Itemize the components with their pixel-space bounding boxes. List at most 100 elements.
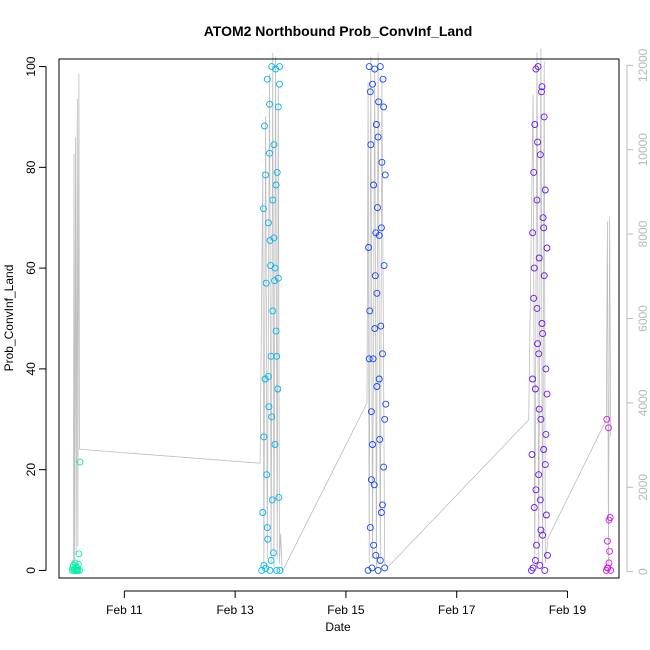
data-point [530,168,538,176]
data-point [539,214,547,222]
data-point [528,451,536,458]
data-point [371,65,379,73]
data-point [371,272,379,280]
data-point [543,244,551,252]
data-point [375,98,383,106]
data-point [541,186,549,194]
data-point [535,350,543,358]
data-point [538,83,546,91]
data-point [369,80,376,88]
data-point [261,122,268,130]
data-point [260,561,268,569]
data-point [264,372,272,380]
data-point [367,476,375,484]
y2-tick-label: 8000 [636,220,650,247]
data-point [275,493,283,501]
data-point [603,537,611,545]
data-point [531,556,539,564]
data-point [262,279,270,287]
data-point [539,330,547,338]
data-point [542,365,550,373]
data-point [370,181,378,189]
axes-layer: Feb 11 Feb 13 Feb 15 Feb 17 Feb 19 0 20 40 60 80 1… [24,48,650,616]
data-point [365,355,373,363]
data-point [376,556,384,564]
data-point [540,224,548,232]
data-point [534,63,542,71]
data-point [75,550,83,558]
data-point [374,566,382,574]
data-point [544,551,551,559]
data-point [274,274,282,282]
plot-frame [58,58,620,579]
data-point [534,340,542,348]
data-point [542,511,550,519]
data-point [606,547,614,555]
data-point [273,168,281,176]
data-point [263,524,271,532]
data-point [529,375,537,383]
data-point [371,325,379,333]
y2-tick-label: 6000 [636,305,650,332]
chart-title: ATOM2 Northbound Prob_ConvInf_Land [204,23,473,39]
data-point [378,158,386,166]
data-point [533,304,541,312]
y2-tick-label: 10000 [636,133,650,167]
data-point [538,320,546,327]
data-point [263,471,271,479]
data-point [377,322,385,330]
data-point [374,133,382,141]
points-layer [68,63,615,574]
data-point [530,504,538,511]
data-point [376,435,384,443]
data-point [269,307,277,315]
data-point [269,196,277,204]
y2-tick-label: 2000 [636,474,650,501]
data-point [366,307,374,315]
data-point [369,355,377,363]
data-point [380,463,388,471]
data-point [273,566,281,574]
grey-line-series [73,48,612,574]
data-point [372,551,380,559]
data-point [264,535,272,543]
y-tick-label: 60 [24,261,38,275]
data-point [270,141,278,149]
data-point [540,446,548,453]
data-point [535,405,543,413]
data-point [366,524,374,532]
data-point [379,501,386,509]
data-point [276,566,284,574]
data-point [537,526,545,534]
data-point [381,171,389,179]
data-point [542,430,550,438]
y2-tick-label: 12000 [636,48,650,82]
data-point [373,289,381,297]
data-point [268,496,276,504]
data-point [259,205,267,213]
data-point [365,63,373,71]
data-point [274,103,282,111]
data-point [267,556,275,564]
data-point [375,375,383,383]
data-point [536,496,544,504]
data-point [370,481,378,489]
data-point [530,264,538,272]
data-point [603,415,611,423]
data-point [265,403,273,411]
data-point [376,63,384,71]
line-layer [73,48,612,574]
data-point [606,514,614,521]
data-point [367,141,375,149]
data-point [533,196,541,204]
data-point [271,441,279,448]
data-point [369,441,376,448]
data-point [273,352,281,360]
data-point [367,408,375,416]
data-point [381,415,389,423]
y-tick-label: 80 [24,160,38,174]
data-point [366,88,374,96]
data-point [268,413,276,421]
data-point [536,151,544,159]
